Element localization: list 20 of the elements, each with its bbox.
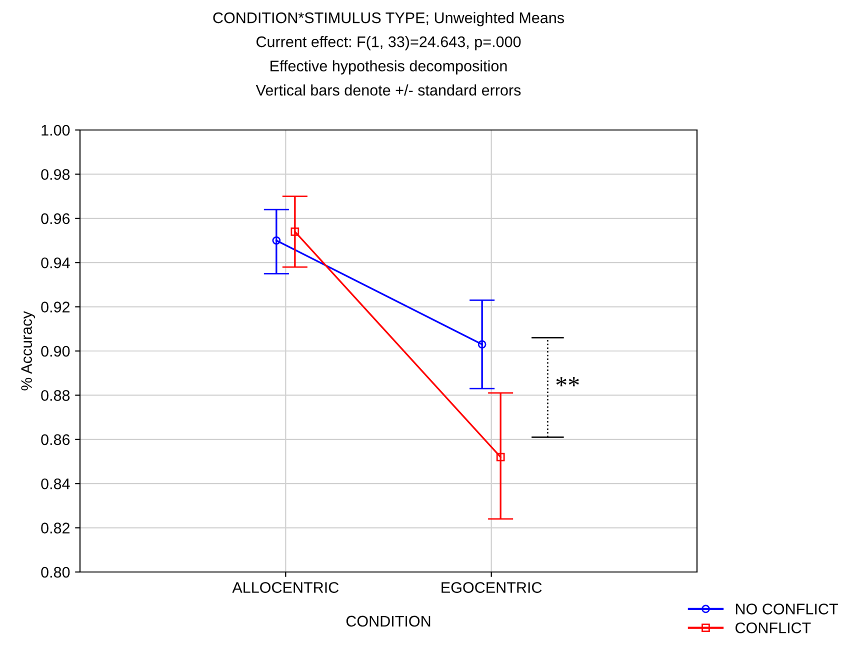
x-tick-label: ALLOCENTRIC bbox=[232, 582, 339, 593]
y-tick-label: 0.80 bbox=[41, 566, 70, 578]
y-tick-label: 0.82 bbox=[41, 522, 70, 534]
y-tick-label: 1.00 bbox=[42, 124, 70, 136]
chart-subtitle: Current effect: F(1, 33)=24.643, p=.000 Effective hypothesis decomposition Vertical bars denote +/- standard errors bbox=[256, 36, 521, 96]
x-axis-title: CONDITION bbox=[346, 616, 430, 627]
y-axis-title: % Accuracy bbox=[21, 311, 35, 390]
y-tick-label: 0.90 bbox=[41, 346, 70, 357]
y-tick-label: 0.92 bbox=[41, 302, 70, 312]
legend-label: CONFLICT bbox=[736, 622, 811, 634]
legend-label: NO CONFLICT bbox=[736, 604, 838, 614]
y-tick-label: 0.88 bbox=[41, 390, 70, 401]
y-tick-label: 0.84 bbox=[41, 478, 70, 490]
y-tick-label: 0.96 bbox=[41, 213, 70, 224]
annotation: ** bbox=[556, 377, 579, 386]
chart-title: CONDITION*STIMULUS TYPE; Unweighted Means bbox=[213, 12, 564, 26]
y-tick-label: 0.94 bbox=[41, 257, 70, 268]
y-tick-label: 0.86 bbox=[41, 434, 70, 446]
x-tick-label: EGOCENTRIC bbox=[442, 582, 542, 593]
y-tick-label: 0.98 bbox=[41, 169, 70, 180]
